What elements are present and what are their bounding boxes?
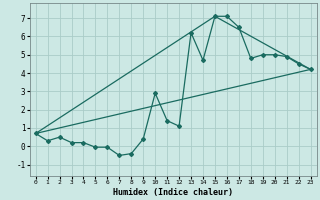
X-axis label: Humidex (Indice chaleur): Humidex (Indice chaleur) [113, 188, 233, 197]
